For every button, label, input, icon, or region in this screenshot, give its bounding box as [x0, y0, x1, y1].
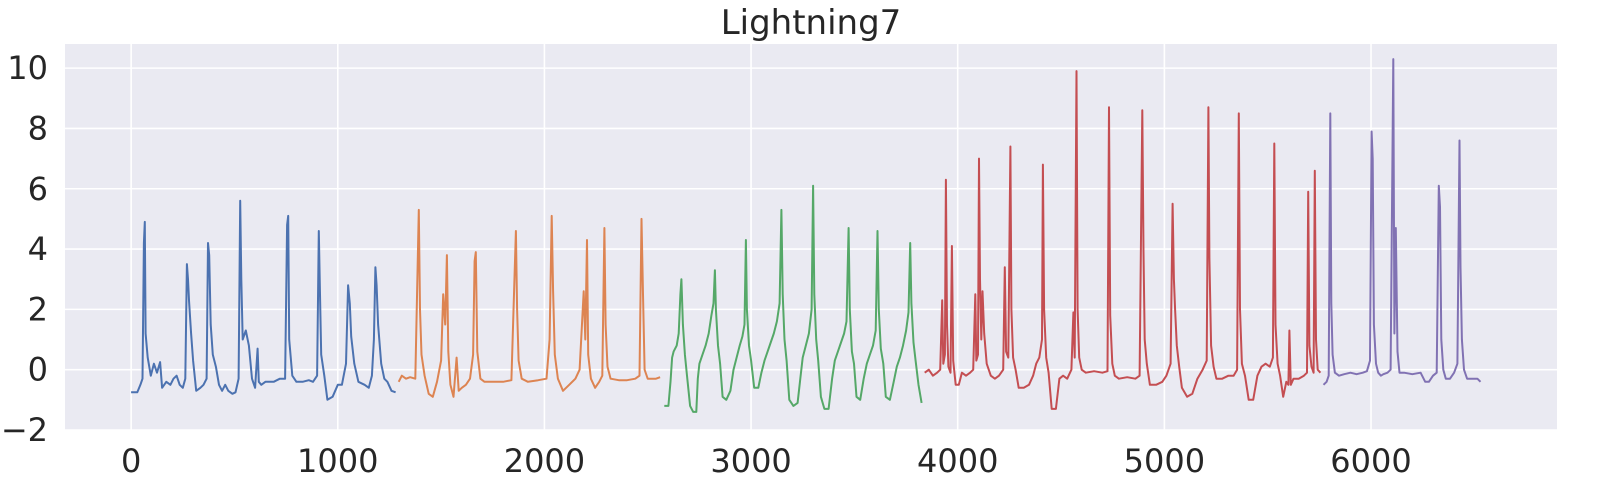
- series-line-4: [924, 70, 1322, 410]
- series-line-3: [664, 184, 923, 413]
- x-tick-label: 0: [121, 442, 141, 480]
- x-tick-label: 6000: [1330, 442, 1411, 480]
- x-tick-label: 5000: [1124, 442, 1205, 480]
- y-tick-label: 6: [28, 170, 48, 208]
- y-tick-label: 10: [7, 49, 48, 87]
- x-axis: 0 1000 2000 3000 4000 5000 6000: [121, 442, 1412, 480]
- x-tick-label: 4000: [917, 442, 998, 480]
- y-axis: −2 0 2 4 6 8 10: [1, 49, 48, 449]
- series-line-2: [397, 208, 661, 398]
- y-tick-label: 0: [28, 351, 48, 389]
- y-tick-label: −2: [1, 411, 48, 449]
- y-tick-label: 4: [28, 230, 48, 268]
- series-line-1: [131, 199, 396, 401]
- y-tick-label: 2: [28, 290, 48, 328]
- x-tick-label: 3000: [710, 442, 791, 480]
- x-tick-label: 2000: [504, 442, 585, 480]
- series-line-5: [1322, 58, 1482, 386]
- series-layer: [131, 58, 1482, 413]
- chart-title: Lightning7: [721, 3, 902, 43]
- y-tick-label: 8: [28, 109, 48, 147]
- x-tick-label: 1000: [297, 442, 378, 480]
